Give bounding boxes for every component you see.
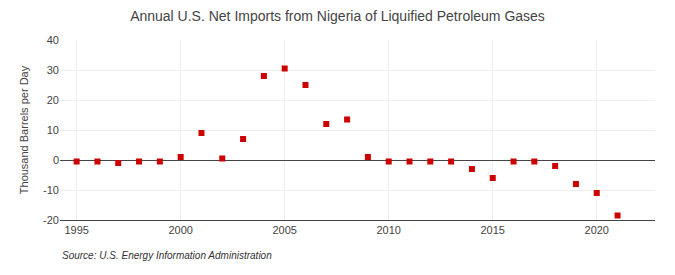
svg-text:20: 20 (47, 94, 59, 106)
svg-text:Thousand Barrels per Day: Thousand Barrels per Day (18, 65, 30, 194)
svg-text:2010: 2010 (376, 224, 400, 236)
svg-text:-20: -20 (43, 214, 59, 226)
svg-text:2020: 2020 (585, 224, 609, 236)
svg-text:40: 40 (47, 34, 59, 46)
svg-text:1995: 1995 (64, 224, 88, 236)
svg-text:2015: 2015 (480, 224, 504, 236)
svg-text:10: 10 (47, 124, 59, 136)
svg-text:Annual U.S. Net Imports from N: Annual U.S. Net Imports from Nigeria of … (130, 8, 545, 24)
svg-text:Source: U.S. Energy Informatio: Source: U.S. Energy Information Administ… (62, 250, 272, 261)
svg-text:0: 0 (53, 154, 59, 166)
svg-text:-10: -10 (43, 184, 59, 196)
svg-text:2000: 2000 (168, 224, 192, 236)
svg-text:30: 30 (47, 64, 59, 76)
svg-text:2005: 2005 (272, 224, 296, 236)
